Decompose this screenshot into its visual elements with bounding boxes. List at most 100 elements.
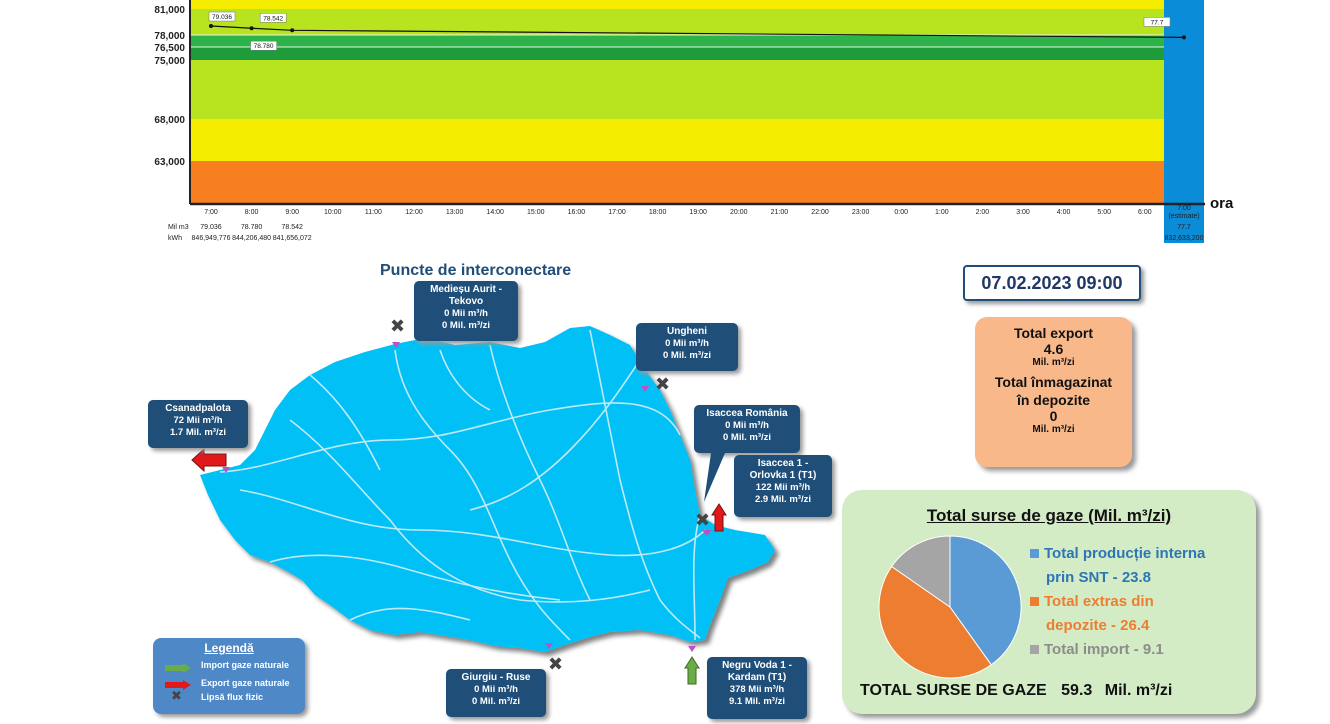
ip-unit2: Mil. m³/zi (730, 432, 772, 443)
x-tick-label: 21:00 (771, 209, 789, 216)
pie-slice-2 (890, 535, 951, 608)
x-tick-label: 15:00 (527, 209, 545, 216)
ip-flow1: 0 (444, 308, 450, 319)
data-label: 79.036 (212, 14, 232, 21)
legend-no-flow: Lipsă flux fizic (201, 692, 264, 702)
pie-legend-item-import: Total import - 9.1 (1030, 638, 1205, 662)
band-2 (190, 35, 1204, 47)
ip-title: Negru Voda 1 - Kardam (T1) (722, 660, 792, 683)
ip-title: Ungheni (667, 326, 707, 337)
row-label-mil-m3: Mil m3 (168, 224, 189, 231)
storage-label-1: Total înmagazinat (994, 374, 1113, 390)
ip-unit1: Mii m³/h (673, 338, 709, 349)
storage-unit: Mil. m³/zi (1032, 424, 1075, 435)
pie-slice-1 (878, 565, 992, 679)
y-tick-label: 78,000 (154, 31, 185, 42)
ip-box-mediesu: Medieșu Aurit - Tekovo 0 Mii m³/h 0 Mil.… (414, 281, 518, 341)
ip-flow2: 9.1 (729, 696, 743, 707)
ip-box-isaccea1: Isaccea 1 - Orlovka 1 (T1) 122 Mii m³/h … (734, 455, 832, 517)
ip-title: Isaccea 1 - Orlovka 1 (T1) (749, 458, 817, 481)
ip-box-ungheni: Ungheni 0 Mii m³/h 0 Mil. m³/zi (636, 323, 738, 371)
ip-box-csanadpalota: Csanadpalota 72 Mii m³/h 1.7 Mil. m³/zi (148, 400, 248, 448)
legend-export: Export gaze naturale (201, 678, 290, 688)
estimate-mil-m3: 77.7 (1177, 224, 1191, 231)
storage-swatch (1030, 597, 1039, 606)
ip-title: Csanadpalota (165, 403, 231, 414)
x-tick-label: 13:00 (446, 209, 464, 216)
import-arrow-negruvoda-icon (684, 656, 700, 685)
report-datetime: 07.02.2023 09:00 (963, 265, 1141, 301)
ip-box-isaccea-romania: Isaccea România 0 Mii m³/h 0 Mil. m³/zi (694, 405, 800, 453)
y-tick-label: 81,000 (154, 5, 185, 16)
ip-flow2: 0 (722, 432, 729, 443)
ip-title: Medieșu Aurit - Tekovo (430, 284, 502, 307)
ip-flow1: 0 (725, 420, 731, 431)
y-tick-label: 68,000 (154, 115, 185, 126)
band-4 (190, 60, 1204, 119)
ip-unit2: Mil. m³/zi (670, 350, 712, 361)
x-tick-label: 17:00 (608, 209, 626, 216)
x-tick-label: 18:00 (649, 209, 667, 216)
sources-total: TOTAL SURSE DE GAZE 59.3 Mil. m³/zi (860, 682, 1172, 700)
export-arrow-csanadpalota-icon (191, 448, 227, 472)
ip-title: Isaccea România (706, 408, 788, 419)
ip-unit2: Mil. m³/zi (770, 494, 811, 505)
chart-bands (190, 0, 1204, 203)
cell-kwh: 844,206,480 (232, 235, 271, 242)
romania-outline (200, 326, 775, 652)
ip-box-giurgiu: Giurgiu - Ruse 0 Mii m³/h 0 Mil. m³/zi (446, 669, 546, 717)
cell-mil-m3: 79.036 (200, 224, 222, 231)
no-flow-ungheni-icon: ✖ (655, 374, 670, 394)
ip-unit1: Mii m³/h (748, 684, 785, 695)
marker-ungheni (641, 386, 649, 392)
no-flow-isaccea-icon: ✖ (695, 510, 710, 530)
x-tick-label: 3:00 (1016, 209, 1030, 216)
x-tick-label: 4:00 (1057, 209, 1071, 216)
sources-title: Total surse de gaze (Mil. m³/zi) (926, 506, 1172, 525)
cell-kwh: 841,656,072 (273, 235, 312, 242)
x-axis-ticks: 7:00 8:00 9:00 10:00 11:00 12:00 13:00 14:00 15:… (204, 205, 1203, 242)
sources-pie-chart (878, 535, 1022, 679)
data-point (1182, 35, 1186, 40)
data-label-box (1143, 17, 1171, 27)
ip-flow2: 0 (662, 350, 669, 361)
ip-flow1: 0 (474, 684, 480, 695)
marker-negruvoda (688, 646, 696, 652)
x-tick-label: 12:00 (405, 209, 423, 216)
x-tick-label: 20:00 (730, 209, 748, 216)
legend: Legendă Import gaze naturale Export gaze… (153, 638, 305, 714)
ip-box-negruvoda: Negru Voda 1 - Kardam (T1) 378 Mii m³/h … (707, 657, 807, 719)
data-label-box (259, 13, 287, 23)
ip-flow2: 2.9 (755, 494, 769, 505)
storage-label-2: în depozite (1016, 392, 1091, 408)
ip-unit1: Mii m³/h (774, 482, 811, 493)
data-point (209, 24, 213, 29)
x-tick-label: 6:00 (1138, 209, 1152, 216)
y-tick-label: 63,000 (154, 157, 185, 168)
y-tick-label: 75,000 (154, 56, 185, 67)
ip-flow1: 378 (729, 684, 746, 695)
import-arrow-icon (165, 660, 191, 673)
legend-import: Import gaze naturale (201, 660, 290, 670)
interconnection-title: Puncte de interconectare (380, 262, 572, 279)
cell-mil-m3: 78.542 (281, 224, 303, 231)
band-3 (190, 47, 1204, 60)
band-6 (190, 161, 1204, 203)
marker-giurgiu (545, 643, 553, 649)
pie-legend-item-production: Total producție interna prin SNT - 23.8 (1030, 542, 1205, 590)
x-axis-label: ora (1210, 195, 1234, 212)
total-value: 59.3 (1061, 682, 1093, 699)
cell-mil-m3: 78.780 (241, 224, 263, 231)
data-point (249, 26, 254, 31)
band-0 (190, 0, 1204, 9)
isaccea-callout-pointer (704, 446, 728, 502)
data-point (290, 28, 295, 33)
x-tick-label: 11:00 (365, 209, 382, 216)
production-label-2: prin SNT - 23.8 (1046, 569, 1152, 586)
ip-unit1: Mii m³/h (482, 684, 518, 695)
ip-flow2: 0 (441, 320, 448, 331)
pie-slice-0 (949, 535, 1022, 666)
